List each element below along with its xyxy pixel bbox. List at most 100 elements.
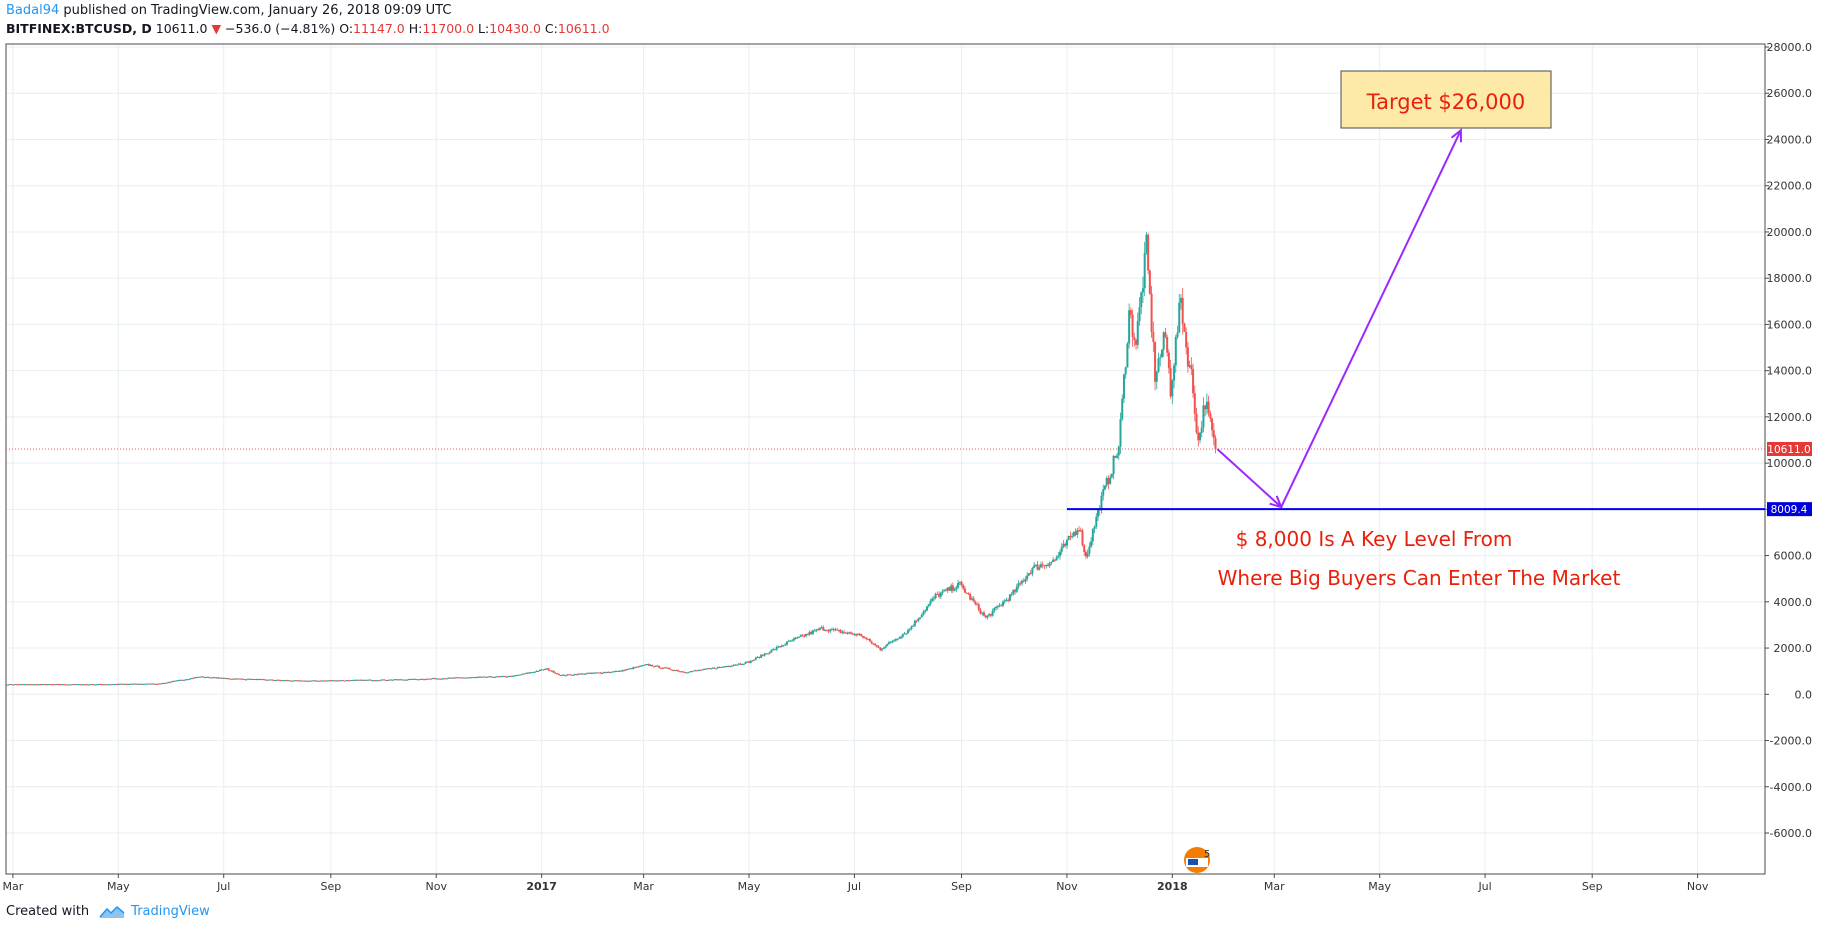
candle-body — [43, 684, 46, 686]
candle-body — [780, 645, 783, 647]
candle-body — [791, 640, 794, 642]
candle-body — [1145, 234, 1148, 253]
candle-body — [421, 678, 424, 680]
candle-body — [151, 683, 154, 685]
candle-body — [1031, 567, 1034, 574]
candle-body — [1166, 337, 1169, 353]
candle-body — [944, 589, 947, 591]
candle-body — [127, 683, 130, 685]
candle-body — [860, 634, 863, 637]
candle-body — [810, 632, 813, 634]
open-value: 11147.0 — [353, 21, 405, 36]
candle-body — [310, 680, 313, 682]
time-axis[interactable]: Mar May Jul Sep Nov 2017 Mar May Jul Sep Nov 2018 Ma… — [3, 874, 1709, 893]
candle-body — [58, 684, 61, 686]
last-price-tag-text: 10611.0 — [1767, 444, 1810, 456]
candle-body — [1076, 530, 1079, 535]
candle-body — [72, 684, 75, 686]
candle-body — [170, 681, 173, 683]
candle-body — [497, 676, 500, 678]
candle-body — [360, 679, 363, 681]
target-box[interactable]: Target $26,000 — [1340, 70, 1552, 129]
y-tick-label: 4000.0 — [1774, 596, 1813, 609]
projection-arrow-line[interactable] — [1280, 129, 1462, 508]
author-link[interactable]: Badal94 — [6, 3, 60, 18]
candle-body — [1008, 594, 1011, 601]
x-tick-label: Jul — [216, 880, 230, 893]
candle-body — [462, 677, 465, 679]
candle-body — [257, 679, 260, 681]
projection-arrow-line[interactable] — [1216, 448, 1282, 508]
candle-body — [1190, 365, 1193, 370]
candle-body — [1001, 601, 1004, 606]
candle-body — [976, 604, 979, 606]
candle-body — [614, 670, 617, 672]
candle-body — [521, 673, 524, 675]
candle-body — [120, 683, 123, 685]
candle-body — [233, 678, 236, 680]
projection-arrows[interactable] — [1216, 128, 1462, 509]
candle-body — [898, 637, 901, 639]
candle-body — [440, 678, 443, 680]
candle-body — [196, 676, 199, 678]
candle-body — [896, 638, 899, 640]
candle-body — [338, 680, 341, 682]
candle-body — [946, 587, 949, 591]
candle-body — [13, 684, 16, 686]
candle-body — [302, 680, 305, 682]
candle-body — [552, 670, 555, 673]
candle-body — [741, 664, 744, 666]
candle-body — [941, 591, 944, 593]
candle-body — [98, 684, 101, 686]
high-label: H: — [408, 21, 423, 36]
candle-body — [284, 680, 287, 682]
candle-body — [402, 679, 405, 681]
candle-body — [340, 680, 343, 682]
candle-body — [851, 633, 854, 635]
candle-body — [723, 666, 726, 668]
symbol-label[interactable]: BITFINEX:BTCUSD, D — [6, 21, 152, 36]
candle-body — [922, 611, 925, 615]
candle-body — [165, 682, 168, 684]
candle-body — [763, 653, 766, 656]
candle-body — [55, 684, 58, 686]
candle-body — [709, 668, 712, 670]
candle-body — [549, 670, 552, 672]
candle-body — [806, 634, 809, 636]
candle-body — [397, 679, 400, 681]
tradingview-link[interactable]: TradingView — [131, 904, 210, 919]
candle-body — [554, 672, 557, 674]
candle-body — [200, 676, 203, 678]
candle-body — [459, 677, 462, 679]
candle-body — [56, 684, 59, 686]
candle-body — [671, 669, 674, 671]
candle-body — [1179, 298, 1182, 303]
candle-body — [390, 679, 393, 681]
candle-body — [566, 674, 569, 676]
candle-body — [953, 589, 956, 591]
candle-body — [480, 676, 483, 678]
candle-body — [1178, 302, 1181, 333]
candle-body — [1174, 336, 1177, 366]
candle-body — [613, 671, 616, 673]
created-with-text: Created with — [6, 904, 90, 919]
candle-body — [46, 684, 49, 686]
candle-body — [803, 635, 806, 637]
candle-body — [746, 661, 749, 663]
candle-body — [110, 684, 113, 686]
candle-body — [551, 670, 554, 672]
price-axis[interactable]: 28000.0 26000.0 24000.0 22000.0 20000.0 18000… — [1765, 41, 1812, 840]
candle-body — [504, 676, 507, 678]
candle-body — [836, 629, 839, 631]
candle-body — [777, 646, 780, 648]
candle-body — [542, 669, 545, 671]
candle-body — [1103, 485, 1106, 490]
candle-body — [511, 675, 514, 677]
candle-body — [362, 679, 365, 681]
candle-body — [903, 633, 906, 635]
candle-body — [326, 680, 329, 682]
candle-body — [832, 629, 835, 631]
open-label: O: — [339, 21, 354, 36]
x-tick-label: Sep — [320, 880, 341, 893]
